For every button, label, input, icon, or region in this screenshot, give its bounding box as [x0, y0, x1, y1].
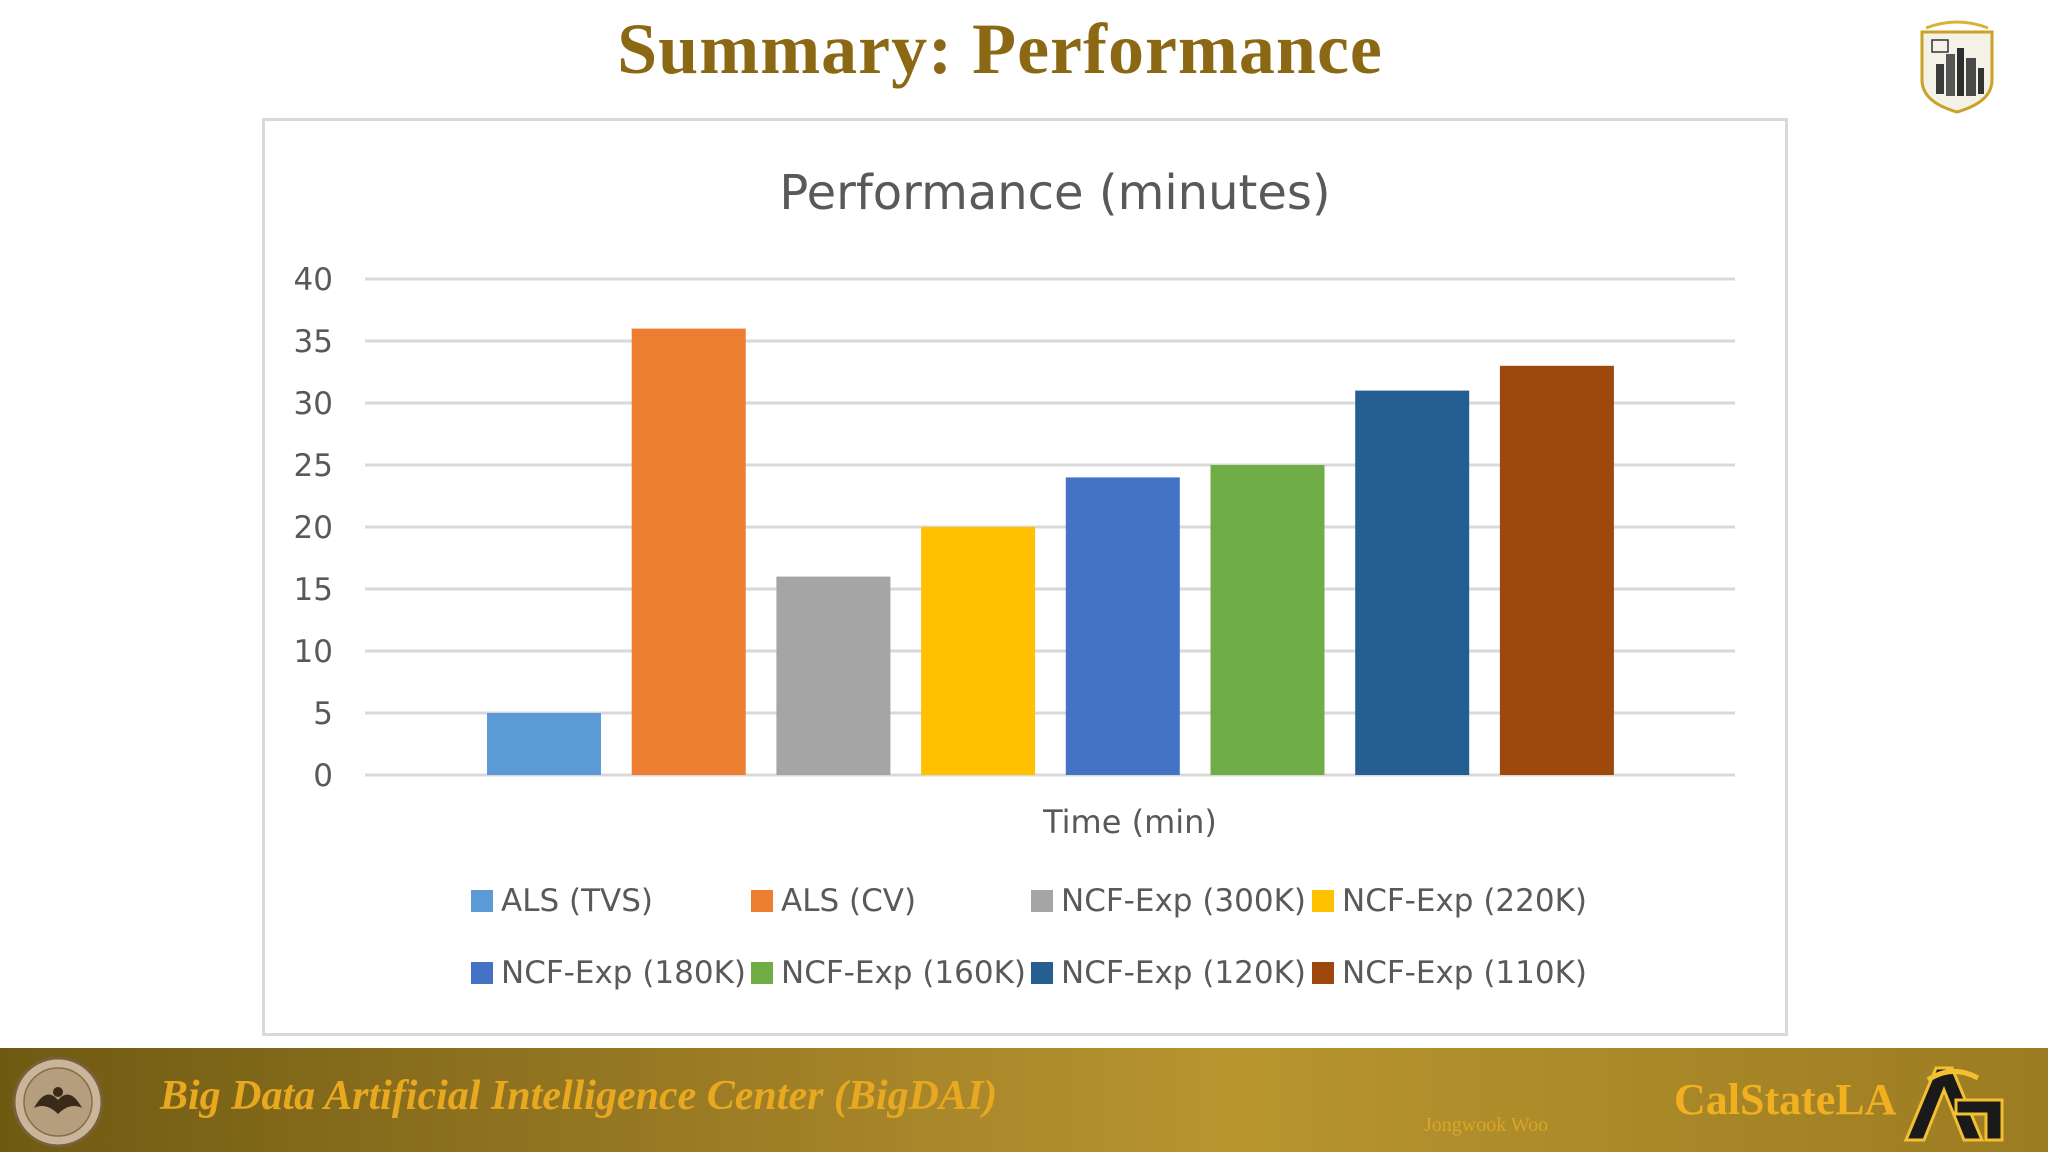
footer-author: Jongwook Woo [1424, 1114, 1549, 1136]
slide-title: Summary: Performance [617, 9, 1383, 89]
bar-chart: 0 5 10 15 20 25 30 35 40 Time (min) [294, 262, 1735, 841]
y-tick-label: 35 [294, 324, 333, 360]
footer-center-text: Big Data Artificial Intelligence Center … [160, 1073, 998, 1119]
legend-swatch [751, 890, 773, 912]
legend-item: NCF-Exp (220K) [1312, 883, 1593, 919]
legend-item: NCF-Exp (160K) [751, 955, 1031, 991]
chart-title: Performance (minutes) [779, 165, 1331, 221]
legend-swatch [1312, 890, 1334, 912]
footer-bar: Big Data Artificial Intelligence Center … [0, 1048, 2048, 1152]
legend-item: ALS (CV) [751, 883, 1031, 919]
legend-swatch [471, 890, 493, 912]
bar [1355, 390, 1470, 775]
los-angeles-skyline-logo-icon [1920, 20, 1994, 114]
legend-label: ALS (TVS) [501, 883, 654, 919]
legend-item: NCF-Exp (120K) [1031, 955, 1312, 991]
y-tick-label: 10 [294, 634, 333, 670]
chart-legend: ALS (TVS) ALS (CV) NCF-Exp (300K) NCF-Exp (… [471, 883, 1611, 991]
bar [1210, 465, 1325, 775]
bar [776, 576, 891, 775]
legend-swatch [471, 962, 493, 984]
legend-label: NCF-Exp (300K) [1061, 883, 1307, 919]
legend-swatch [1031, 962, 1053, 984]
bar [487, 713, 601, 775]
y-tick-label: 25 [294, 448, 333, 484]
y-tick-label: 15 [294, 572, 333, 608]
footer-brand: CalStateLA [1674, 1075, 1897, 1124]
legend-label: NCF-Exp (180K) [501, 955, 747, 991]
chart-frame: Performance (minutes) 0 5 10 15 20 25 30 35 40 Ti… [262, 118, 1788, 1036]
bar [921, 527, 1036, 775]
legend-item: ALS (TVS) [471, 883, 751, 919]
legend-item: NCF-Exp (300K) [1031, 883, 1312, 919]
y-tick-label: 0 [313, 758, 333, 794]
legend-label: NCF-Exp (120K) [1061, 955, 1307, 991]
bar [1065, 477, 1180, 775]
legend-item: NCF-Exp (110K) [1312, 955, 1593, 991]
legend-label: NCF-Exp (220K) [1342, 883, 1588, 919]
y-tick-label: 20 [294, 510, 333, 546]
y-tick-label: 30 [294, 386, 333, 422]
y-tick-label: 5 [313, 696, 333, 732]
legend-swatch [751, 962, 773, 984]
legend-swatch [1031, 890, 1053, 912]
legend-label: ALS (CV) [781, 883, 917, 919]
bar [631, 328, 746, 775]
legend-label: NCF-Exp (110K) [1342, 955, 1588, 991]
x-axis-title: Time (min) [1042, 803, 1217, 841]
legend-label: NCF-Exp (160K) [781, 955, 1027, 991]
legend-swatch [1312, 962, 1334, 984]
legend-item: NCF-Exp (180K) [471, 955, 751, 991]
bar [1499, 365, 1614, 775]
university-seal-icon [12, 1056, 104, 1148]
calstate-la-mark-icon [1903, 1066, 2004, 1142]
y-tick-label: 40 [294, 262, 333, 298]
